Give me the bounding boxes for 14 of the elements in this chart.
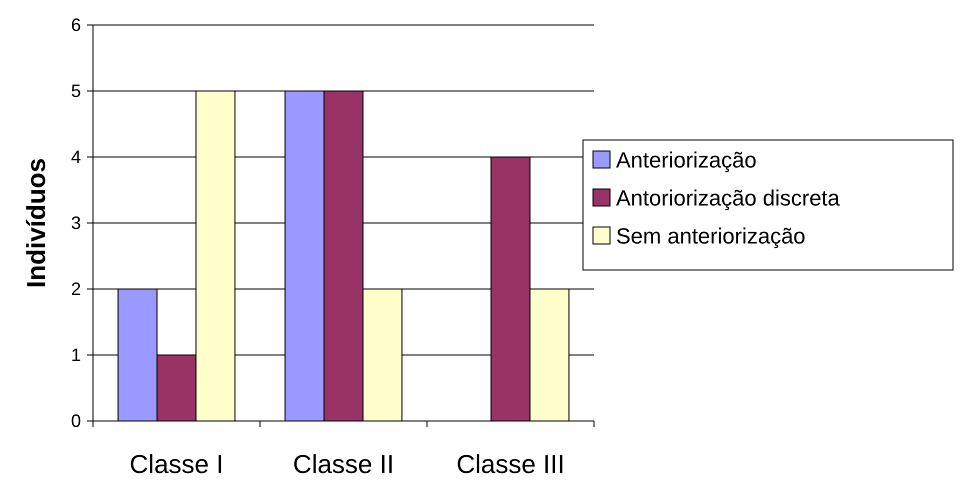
y-tick-label: 2 bbox=[70, 279, 81, 299]
x-tick-label: Classe I bbox=[130, 449, 224, 479]
legend-label: Anteriorização bbox=[616, 148, 757, 172]
legend-label: Sem anteriorização bbox=[616, 224, 806, 248]
y-axis-title: Indivíduos bbox=[21, 158, 51, 288]
y-tick-label: 5 bbox=[70, 81, 81, 101]
y-tick-label: 6 bbox=[70, 15, 81, 35]
legend-label: Antoriorização discreta bbox=[616, 186, 841, 210]
y-tick-label: 0 bbox=[70, 411, 81, 431]
x-tick-label: Classe II bbox=[292, 449, 394, 479]
y-tick-label: 4 bbox=[70, 147, 81, 167]
y-tick-label: 3 bbox=[70, 213, 81, 233]
x-tick-label: Classe III bbox=[456, 449, 565, 479]
y-tick-label: 1 bbox=[70, 345, 81, 365]
